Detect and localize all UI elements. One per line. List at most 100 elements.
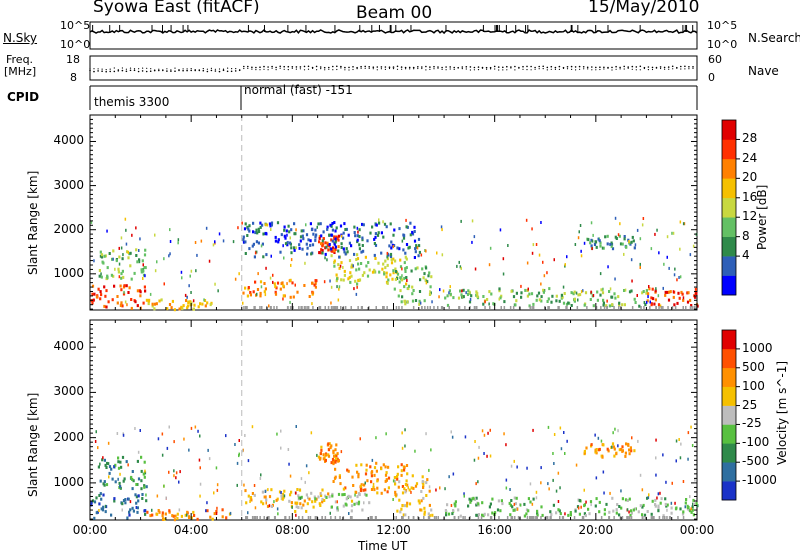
scatter-cell (357, 262, 360, 266)
scatter-cell (577, 293, 580, 297)
scatter-cell (169, 240, 172, 243)
scatter-cell (318, 502, 321, 506)
scatter-cell (423, 272, 426, 276)
nave-point (587, 68, 589, 70)
scatter-cell (418, 501, 421, 505)
scatter-cell (500, 499, 503, 503)
ground-scatter-cell (251, 516, 254, 519)
scatter-cell (574, 509, 577, 513)
scatter-cell (550, 513, 553, 517)
scatter-cell (613, 454, 616, 458)
scatter-cell (95, 511, 98, 515)
scatter-cell (320, 445, 323, 449)
scatter-cell (104, 510, 107, 514)
scatter-cell (337, 298, 340, 302)
freq-point (141, 70, 144, 72)
scatter-cell (473, 497, 477, 501)
scatter-cell (169, 228, 171, 232)
scatter-cell (333, 235, 336, 239)
power-ylabel: Slant Range [km] (26, 170, 40, 275)
scatter-cell (584, 514, 587, 518)
scatter-cell (178, 480, 180, 484)
freq-point (461, 66, 464, 68)
scatter-cell (408, 488, 411, 492)
scatter-cell (623, 303, 626, 307)
scatter-cell (229, 511, 232, 515)
scatter-cell (458, 260, 460, 264)
scatter-cell (399, 289, 402, 293)
freq-point (97, 70, 99, 72)
scatter-cell (565, 302, 569, 306)
scatter-cell (290, 263, 292, 267)
scatter-cell (263, 290, 266, 294)
colorbar-band (722, 367, 736, 387)
scatter-cell (168, 470, 170, 474)
scatter-cell (262, 502, 265, 506)
scatter-cell (282, 244, 284, 248)
scatter-cell (601, 246, 604, 250)
scatter-cell (100, 272, 102, 276)
freq-point (218, 70, 221, 73)
nave-point (655, 67, 658, 69)
ground-scatter-cell (630, 516, 633, 519)
scatter-cell (321, 500, 324, 504)
scatter-cell (398, 280, 401, 284)
scatter-cell (286, 233, 288, 237)
colorbar-tick-label-16: 16 (742, 189, 758, 204)
scatter-cell (311, 281, 314, 285)
scatter-cell (398, 498, 401, 502)
scatter-cell (257, 241, 260, 245)
scatter-cell (177, 238, 180, 242)
scatter-cell (599, 244, 602, 248)
scatter-cell (165, 496, 167, 500)
scatter-cell (592, 294, 595, 297)
scatter-cell (569, 513, 572, 517)
scatter-cell (348, 275, 351, 279)
scatter-cell (404, 428, 406, 432)
scatter-cell (275, 286, 278, 290)
scatter-cell (234, 277, 237, 281)
scatter-cell (355, 501, 358, 505)
scatter-cell (144, 469, 146, 473)
scatter-cell (630, 449, 633, 453)
ground-scatter-cell (324, 306, 326, 309)
scatter-cell (320, 234, 323, 238)
scatter-cell (583, 512, 586, 516)
scatter-cell (100, 293, 103, 297)
scatter-cell (637, 439, 639, 443)
scatter-cell (613, 292, 616, 296)
ground-scatter-cell (643, 306, 645, 309)
scatter-cell (127, 497, 130, 501)
scatter-cell (137, 494, 140, 498)
scatter-cell (251, 492, 254, 495)
nave-point (243, 67, 245, 70)
scatter-cell (529, 500, 532, 504)
scatter-cell (195, 269, 197, 273)
freq-point (332, 65, 334, 68)
scatter-cell (338, 475, 341, 479)
scatter-cell (655, 473, 657, 477)
ground-scatter-cell (437, 516, 439, 519)
colorbar-band (722, 256, 736, 276)
n-search-tick-low: 10^0 (707, 38, 738, 51)
scatter-cell (268, 304, 270, 308)
freq-point (182, 69, 184, 72)
ground-scatter-cell (477, 516, 480, 519)
scatter-cell (404, 483, 407, 486)
colorbar-frame (721, 329, 737, 501)
scatter-cell (630, 289, 633, 293)
scatter-cell (413, 239, 417, 243)
nave-point (129, 67, 132, 69)
scatter-cell (162, 518, 165, 521)
scatter-cell (382, 235, 385, 239)
scatter-cell (358, 235, 361, 238)
ground-scatter-cell (606, 306, 608, 309)
nave-point (692, 67, 694, 69)
scatter-cell (673, 273, 676, 277)
scatter-cell (306, 246, 309, 250)
scatter-cell (353, 502, 356, 506)
scatter-cell (613, 447, 616, 451)
ground-scatter-cell (651, 516, 654, 519)
scatter-cell (674, 507, 678, 511)
scatter-cell (294, 232, 297, 236)
